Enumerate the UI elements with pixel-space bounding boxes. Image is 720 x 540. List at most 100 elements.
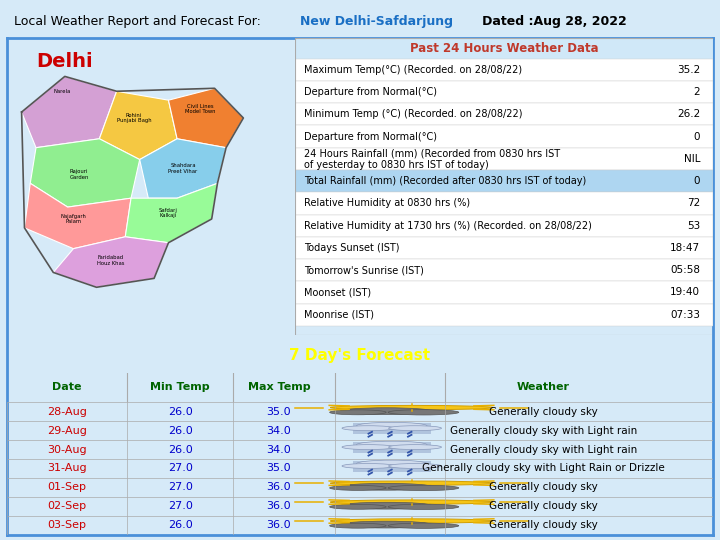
Ellipse shape xyxy=(389,444,441,449)
Text: 72: 72 xyxy=(687,198,701,208)
Text: Civil Lines
Model Town: Civil Lines Model Town xyxy=(185,104,215,114)
Text: New Delhi-Safdarjung: New Delhi-Safdarjung xyxy=(300,15,453,28)
FancyBboxPatch shape xyxy=(295,147,713,170)
Text: Date: Date xyxy=(53,382,82,393)
FancyBboxPatch shape xyxy=(295,259,713,281)
Text: Minimum Temp (°C) (Recorded. on 28/08/22): Minimum Temp (°C) (Recorded. on 28/08/22… xyxy=(304,109,522,119)
Bar xyxy=(353,442,431,454)
Bar xyxy=(353,423,431,434)
Circle shape xyxy=(330,500,492,504)
FancyBboxPatch shape xyxy=(295,170,713,192)
Ellipse shape xyxy=(330,523,386,528)
Text: 35.0: 35.0 xyxy=(266,407,291,417)
Text: 05:58: 05:58 xyxy=(670,265,701,275)
Ellipse shape xyxy=(389,426,441,431)
Text: 18:47: 18:47 xyxy=(670,243,701,253)
Text: Rajouri
Garden: Rajouri Garden xyxy=(70,169,89,180)
Ellipse shape xyxy=(342,444,395,449)
Text: 02-Sep: 02-Sep xyxy=(48,501,86,511)
Text: Generally cloudy sky: Generally cloudy sky xyxy=(489,482,598,492)
Text: Generally cloudy sky with Light Rain or Drizzle: Generally cloudy sky with Light Rain or … xyxy=(422,463,665,474)
Text: 0: 0 xyxy=(694,132,701,141)
Ellipse shape xyxy=(388,485,459,490)
Text: 53: 53 xyxy=(687,221,701,231)
FancyBboxPatch shape xyxy=(295,38,713,58)
Text: Departure from Normal(°C): Departure from Normal(°C) xyxy=(304,87,436,97)
Bar xyxy=(353,461,431,472)
Text: 35.0: 35.0 xyxy=(266,463,291,474)
Text: 28-Aug: 28-Aug xyxy=(48,407,87,417)
Text: Generally cloudy sky: Generally cloudy sky xyxy=(489,520,598,530)
Text: Relative Humidity at 0830 hrs (%): Relative Humidity at 0830 hrs (%) xyxy=(304,198,469,208)
Polygon shape xyxy=(168,88,243,147)
Text: 26.0: 26.0 xyxy=(168,407,192,417)
Text: Maximum Temp(°C) (Recorded. on 28/08/22): Maximum Temp(°C) (Recorded. on 28/08/22) xyxy=(304,65,522,75)
Text: Dated :Aug 28, 2022: Dated :Aug 28, 2022 xyxy=(469,15,627,28)
Polygon shape xyxy=(99,91,177,160)
Text: 7 Day's Forecast: 7 Day's Forecast xyxy=(289,348,431,362)
Ellipse shape xyxy=(341,521,432,528)
Text: NIL: NIL xyxy=(684,154,701,164)
Text: Generally cloudy sky with Light rain: Generally cloudy sky with Light rain xyxy=(450,444,637,455)
Text: 19:40: 19:40 xyxy=(670,287,701,298)
Text: 27.0: 27.0 xyxy=(168,482,192,492)
Text: 36.0: 36.0 xyxy=(266,501,291,511)
Ellipse shape xyxy=(330,410,386,415)
FancyBboxPatch shape xyxy=(295,303,713,326)
Ellipse shape xyxy=(342,426,395,431)
Text: 0: 0 xyxy=(694,176,701,186)
Text: Departure from Normal(°C): Departure from Normal(°C) xyxy=(304,132,436,141)
FancyBboxPatch shape xyxy=(295,58,713,81)
Text: Rohini
Punjabi Bagh: Rohini Punjabi Bagh xyxy=(117,113,151,123)
Text: 35.2: 35.2 xyxy=(677,65,701,75)
FancyBboxPatch shape xyxy=(295,103,713,125)
Text: 2: 2 xyxy=(693,87,701,97)
Ellipse shape xyxy=(356,460,427,467)
Text: 31-Aug: 31-Aug xyxy=(48,463,87,474)
Text: Shahdara
Preet Vihar: Shahdara Preet Vihar xyxy=(168,163,197,174)
Text: 27.0: 27.0 xyxy=(168,501,192,511)
Text: 29-Aug: 29-Aug xyxy=(48,426,87,436)
Text: Safdarj
Kalkaji: Safdarj Kalkaji xyxy=(159,207,178,218)
Text: Najafgarh
Palam: Najafgarh Palam xyxy=(60,213,86,224)
Text: Min Temp: Min Temp xyxy=(150,382,210,393)
Ellipse shape xyxy=(388,504,459,509)
Ellipse shape xyxy=(388,410,459,415)
Text: 07:33: 07:33 xyxy=(670,310,701,320)
Polygon shape xyxy=(24,183,131,248)
Ellipse shape xyxy=(341,502,432,509)
Text: Narela: Narela xyxy=(53,89,71,94)
FancyBboxPatch shape xyxy=(295,281,713,303)
Text: Moonrise (IST): Moonrise (IST) xyxy=(304,310,374,320)
Ellipse shape xyxy=(342,463,395,468)
Text: 30-Aug: 30-Aug xyxy=(48,444,87,455)
Text: 36.0: 36.0 xyxy=(266,520,291,530)
Text: Generally cloudy sky with Light rain: Generally cloudy sky with Light rain xyxy=(450,426,637,436)
Text: Local Weather Report and Forecast For:: Local Weather Report and Forecast For: xyxy=(14,15,265,28)
Polygon shape xyxy=(22,76,117,147)
Ellipse shape xyxy=(341,483,432,490)
Text: Max Temp: Max Temp xyxy=(248,382,310,393)
Text: 26.0: 26.0 xyxy=(168,444,192,455)
Text: Faridabad
Houz Khas: Faridabad Houz Khas xyxy=(97,255,125,266)
Ellipse shape xyxy=(388,523,459,528)
Text: 27.0: 27.0 xyxy=(168,463,192,474)
Text: Weather: Weather xyxy=(517,382,570,393)
Ellipse shape xyxy=(356,422,427,429)
Polygon shape xyxy=(140,139,226,198)
Ellipse shape xyxy=(341,408,432,415)
Text: 26.0: 26.0 xyxy=(168,426,192,436)
Ellipse shape xyxy=(330,485,386,490)
Text: 03-Sep: 03-Sep xyxy=(48,520,86,530)
Text: 26.0: 26.0 xyxy=(168,520,192,530)
Text: 01-Sep: 01-Sep xyxy=(48,482,86,492)
FancyBboxPatch shape xyxy=(295,214,713,237)
Polygon shape xyxy=(30,139,140,207)
Polygon shape xyxy=(125,183,217,243)
FancyBboxPatch shape xyxy=(295,192,713,214)
Text: 24 Hours Rainfall (mm) (Recorded from 0830 hrs IST
of yesterday to 0830 hrs IST : 24 Hours Rainfall (mm) (Recorded from 08… xyxy=(304,148,559,170)
Text: Past 24 Hours Weather Data: Past 24 Hours Weather Data xyxy=(410,42,598,55)
Circle shape xyxy=(330,481,492,485)
FancyBboxPatch shape xyxy=(295,81,713,103)
Text: 34.0: 34.0 xyxy=(266,444,291,455)
